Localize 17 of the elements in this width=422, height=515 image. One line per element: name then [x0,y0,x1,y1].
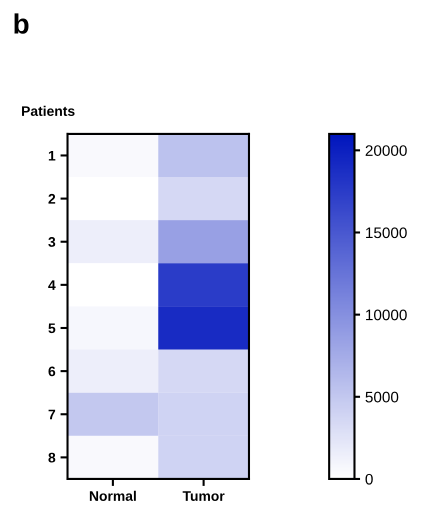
y-tick-label: 4 [48,280,56,290]
y-axis-title: Patients [22,106,75,116]
y-tick-label: 1 [48,150,56,160]
color-bar-label: 10000 [366,310,407,320]
color-bar-label: 5000 [366,392,398,402]
y-tick-label: 7 [48,410,56,420]
color-bar-label: 15000 [366,227,407,238]
y-tick-label: 5 [48,323,56,334]
y-tick-label: 6 [48,366,56,376]
y-tick-label: 2 [48,194,56,204]
y-tick-label: 3 [48,237,56,247]
y-tick-label: 8 [48,452,56,463]
x-tick-label: Tumor [182,491,224,501]
color-bar-label: 20000 [366,145,407,156]
chart-title: b [14,13,28,34]
color-bar-label: 0 [365,474,373,485]
x-tick-label: Normal [90,490,136,501]
